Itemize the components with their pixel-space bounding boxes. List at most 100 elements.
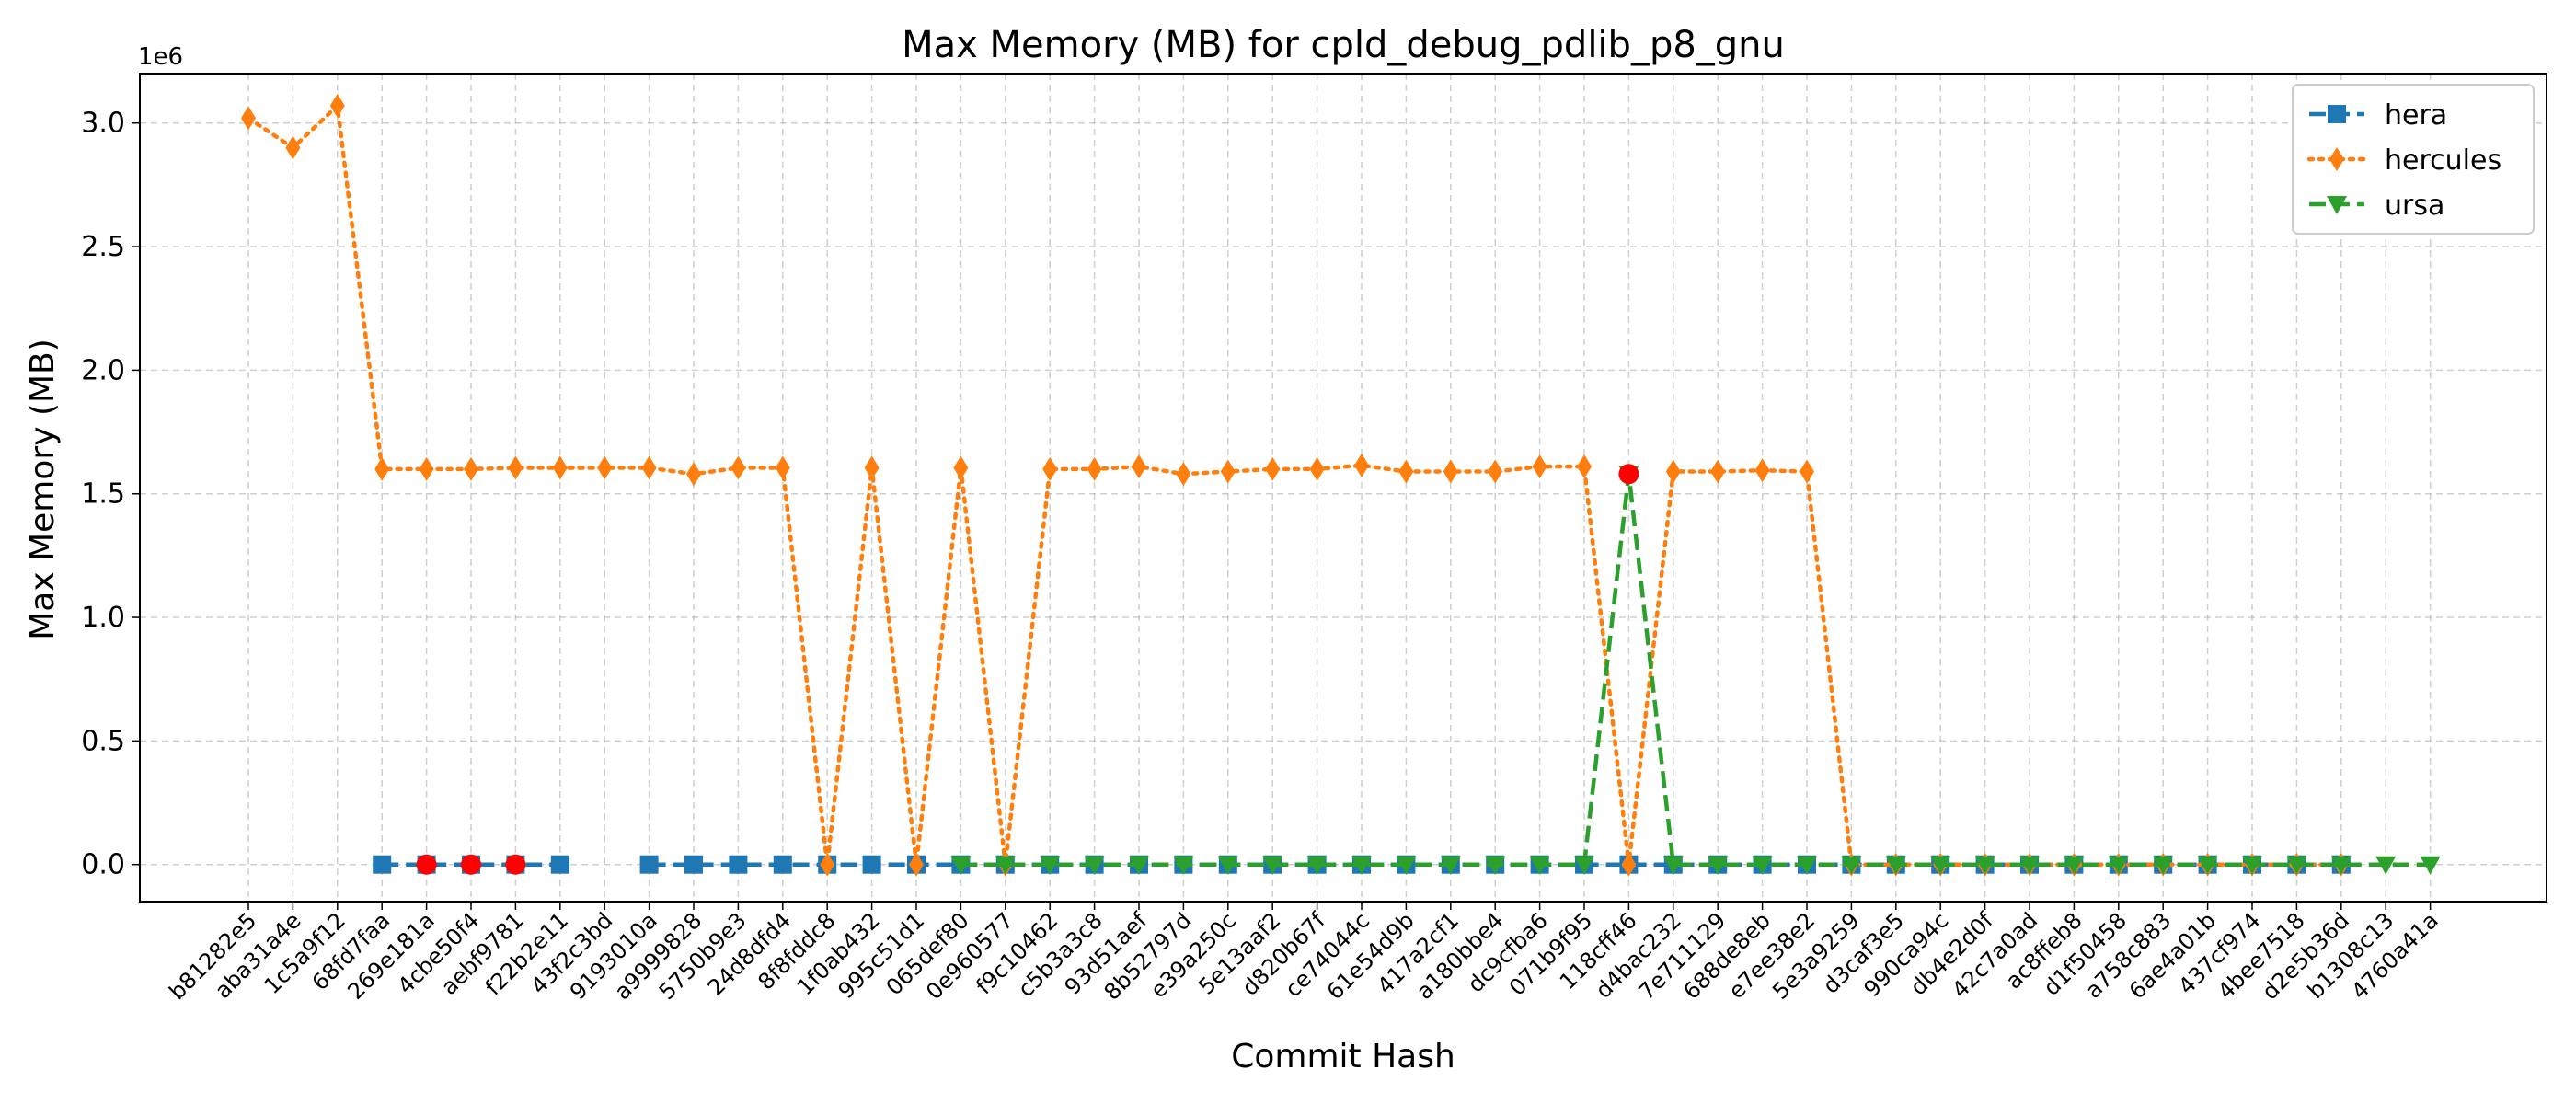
data-point-hercules	[329, 93, 345, 118]
highlight-point	[505, 854, 526, 875]
data-point-ursa	[1529, 856, 1550, 875]
data-point-hercules	[1665, 459, 1681, 484]
data-point-ursa	[2153, 856, 2174, 875]
data-point-ursa	[2375, 856, 2397, 875]
data-point-hercules	[1710, 459, 1726, 484]
y-tick-label: 1.5	[81, 478, 125, 511]
legend-label-hercules: hercules	[2385, 144, 2501, 177]
grid-layer	[140, 74, 2547, 902]
data-point-ursa	[1084, 856, 1105, 875]
data-point-hera	[862, 855, 881, 874]
plot-frame	[139, 73, 2547, 903]
highlight-point	[461, 854, 481, 875]
data-point-ursa	[1841, 856, 1862, 875]
data-point-ursa	[2197, 856, 2218, 875]
data-point-ursa	[2286, 856, 2307, 875]
data-point-ursa	[1662, 856, 1684, 875]
data-point-ursa	[2330, 856, 2352, 875]
data-point-hera	[684, 855, 703, 874]
legend-label-ursa: ursa	[2385, 190, 2444, 222]
data-point-hercules	[1621, 852, 1637, 877]
data-point-hercules	[730, 455, 746, 480]
data-point-hercules	[1354, 453, 1369, 477]
data-point-ursa	[1885, 856, 1906, 875]
data-point-hercules	[1042, 456, 1058, 481]
chart-title: Max Memory (MB) for cpld_debug_pdlib_p8_…	[902, 24, 1785, 66]
data-point-hercules	[464, 456, 478, 481]
series-ursa	[950, 466, 2441, 875]
y-tick-label: 2.0	[81, 354, 125, 386]
data-point-ursa	[1173, 856, 1194, 875]
legend-marker-hera	[2328, 105, 2346, 123]
data-point-ursa	[2064, 856, 2085, 875]
data-point-hercules	[508, 455, 523, 480]
data-point-hercules	[552, 455, 568, 480]
data-point-hercules	[820, 852, 835, 877]
data-point-hercules	[1800, 459, 1814, 484]
legend: hera hercules ursa	[2292, 84, 2535, 235]
data-point-hercules	[597, 455, 613, 480]
data-point-ursa	[2019, 856, 2040, 875]
data-point-ursa	[2420, 856, 2441, 875]
data-point-hercules	[419, 456, 434, 481]
data-point-ursa	[1262, 856, 1283, 875]
data-point-hercules	[686, 462, 701, 487]
data-point-hercules	[1532, 454, 1547, 479]
data-point-hercules	[1309, 456, 1325, 481]
data-point-hercules	[775, 455, 790, 480]
data-point-ursa	[1306, 856, 1328, 875]
data-point-ursa	[2108, 856, 2129, 875]
data-point-hercules	[909, 852, 924, 877]
legend-marker-hercules	[2329, 147, 2344, 171]
data-point-hercules	[953, 455, 969, 480]
series-line-ursa	[960, 473, 2431, 867]
data-point-ursa	[1040, 856, 1061, 875]
highlight-layer	[416, 464, 1639, 875]
data-point-hercules	[1265, 456, 1281, 481]
data-point-hercules	[1754, 458, 1770, 483]
data-point-hera	[729, 855, 748, 874]
data-point-hera	[373, 855, 392, 874]
series-line-hercules	[246, 101, 2344, 867]
data-point-ursa	[1974, 856, 1995, 875]
data-point-ursa	[2242, 856, 2262, 875]
data-point-ursa	[1574, 856, 1594, 875]
data-point-ursa	[1129, 856, 1149, 875]
y-tick-label: 2.5	[81, 231, 125, 263]
y-axis-label: Max Memory (MB)	[24, 339, 62, 640]
data-point-hercules	[1488, 459, 1503, 484]
y-tick-label: 0.5	[81, 725, 125, 757]
series-hercules	[241, 93, 2349, 877]
data-point-ursa	[1217, 856, 1238, 875]
data-point-ursa	[950, 856, 972, 875]
y-tick-label: 3.0	[81, 108, 125, 140]
legend-frame	[2292, 84, 2535, 235]
data-point-ursa	[1797, 856, 1817, 875]
data-point-ursa	[1930, 856, 1951, 875]
data-point-hercules	[1132, 454, 1146, 479]
data-point-ursa	[1440, 856, 1461, 875]
data-point-hercules	[285, 135, 301, 160]
highlight-point	[416, 854, 437, 875]
data-point-ursa	[1485, 856, 1506, 875]
data-point-ursa	[1351, 856, 1372, 875]
y-tick-label: 0.0	[81, 849, 125, 881]
data-point-hera	[773, 855, 792, 874]
data-point-hercules	[1087, 456, 1102, 481]
data-point-hercules	[1577, 454, 1592, 479]
data-point-ursa	[995, 856, 1016, 875]
data-point-hera	[639, 855, 659, 874]
data-point-hercules	[241, 106, 256, 131]
y-offset-label: 1e6	[138, 43, 183, 71]
series-layer	[241, 93, 2441, 877]
data-point-hercules	[1398, 459, 1414, 484]
data-point-ursa	[1752, 856, 1773, 875]
y-tick-label: 1.0	[81, 602, 125, 634]
data-point-ursa	[1396, 856, 1417, 875]
legend-label-hera: hera	[2385, 99, 2447, 132]
highlight-point	[1618, 464, 1639, 485]
data-point-hercules	[1220, 459, 1236, 484]
data-point-hercules	[1443, 459, 1458, 484]
